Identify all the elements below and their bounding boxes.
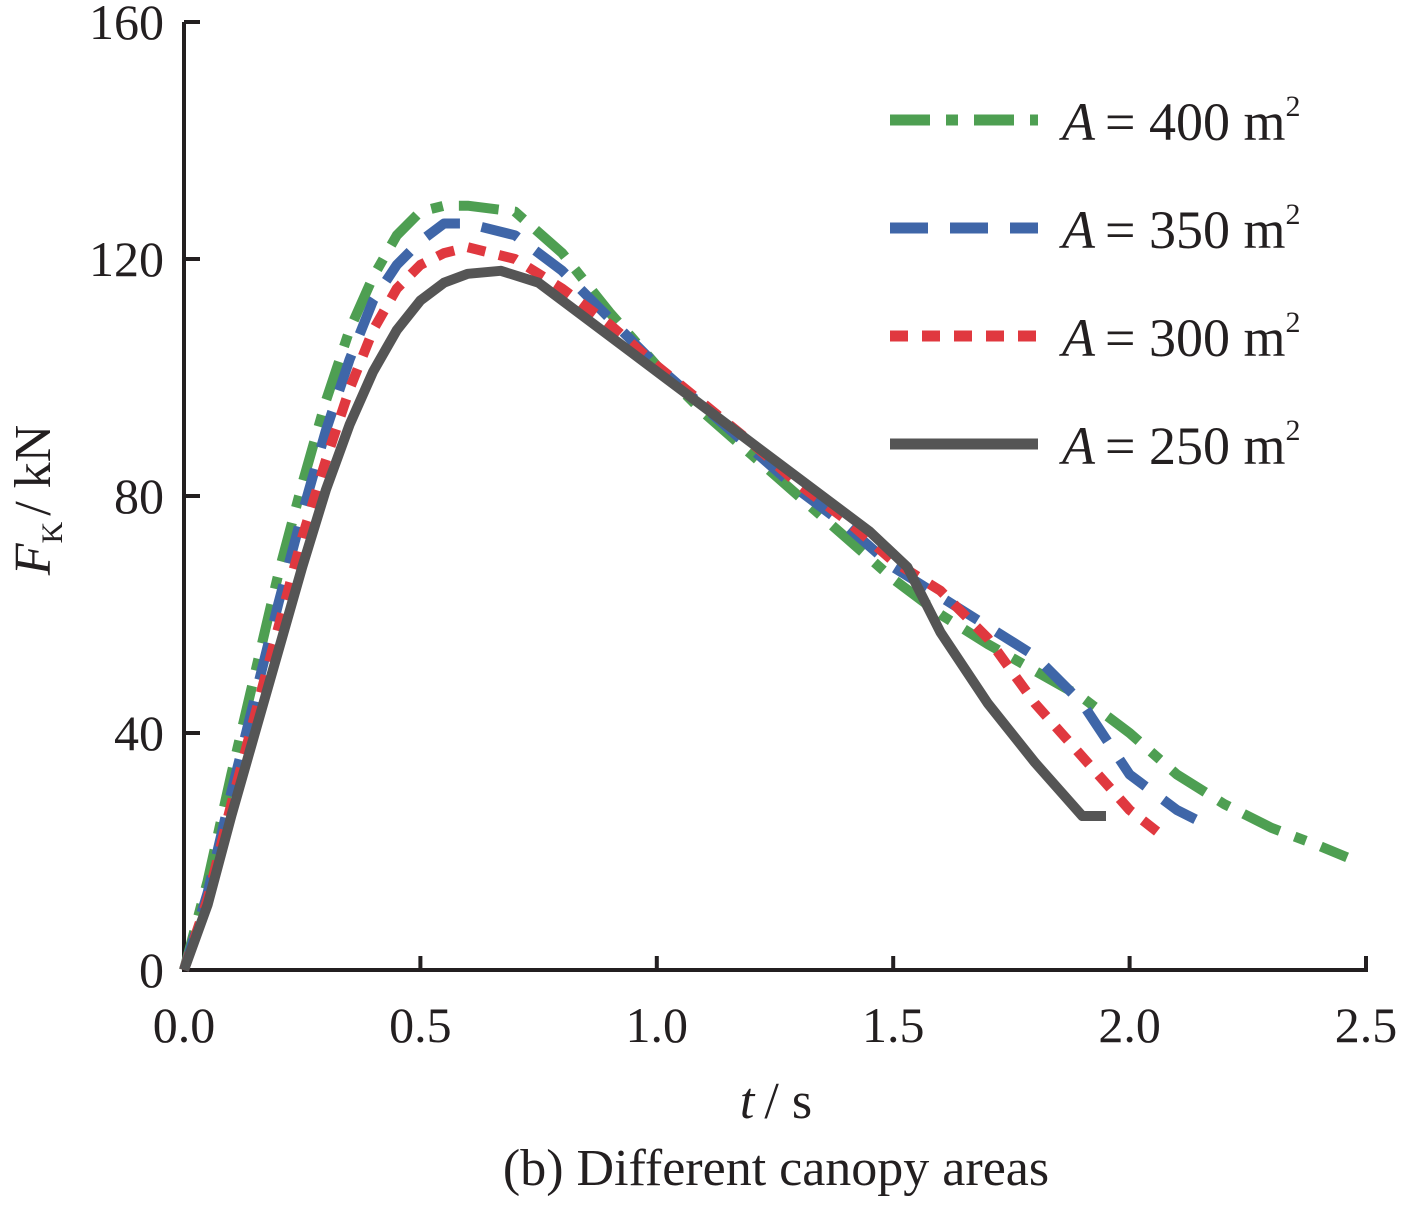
x-tick-label: 2.5: [1335, 997, 1398, 1053]
x-axis-label: t / s: [740, 1073, 812, 1130]
legend-eq: = 250 m: [1105, 416, 1285, 476]
legend-sup: 2: [1285, 414, 1300, 447]
legend-label: A = 250 m2: [1059, 414, 1300, 476]
y-axis-sub: K: [36, 521, 69, 543]
legend: A = 400 m2A = 350 m2A = 300 m2A = 250 m2: [890, 90, 1300, 476]
y-axis-unit: / kN: [5, 425, 62, 516]
y-tick-label: 40: [114, 705, 164, 761]
x-tick-label: 1.5: [862, 997, 925, 1053]
legend-var: A: [1059, 200, 1096, 260]
y-tick-label: 160: [89, 0, 164, 50]
legend-sup: 2: [1285, 306, 1300, 339]
legend-var: A: [1059, 416, 1096, 476]
y-tick-label: 120: [89, 231, 164, 287]
x-axis-unit: / s: [764, 1073, 812, 1130]
x-tick-label: 2.0: [1098, 997, 1161, 1053]
legend-sup: 2: [1285, 90, 1300, 123]
series-group: [179, 200, 1350, 972]
series-line-4: [179, 265, 1106, 972]
legend-eq: = 350 m: [1105, 200, 1285, 260]
y-axis-var: F: [5, 542, 62, 576]
y-axis-label: FK / kN: [5, 425, 69, 576]
x-tick-label: 0.5: [389, 997, 452, 1053]
y-tick-label: 0: [139, 942, 164, 998]
y-tick-label: 80: [114, 468, 164, 524]
x-tick-label: 0.0: [153, 997, 216, 1053]
legend-eq: = 300 m: [1105, 308, 1285, 368]
series-line-3: [179, 242, 1171, 972]
series-line-2: [179, 218, 1203, 972]
y-ticks: 0 40 80 120 160: [89, 0, 200, 998]
legend-var: A: [1059, 92, 1096, 152]
legend-label: A = 350 m2: [1059, 198, 1300, 260]
x-tick-label: 1.0: [626, 997, 689, 1053]
legend-var: A: [1059, 308, 1096, 368]
legend-label: A = 400 m2: [1059, 90, 1300, 152]
x-ticks: 0.0 0.5 1.0 1.5 2.0 2.5: [153, 956, 1398, 1053]
legend-sup: 2: [1285, 198, 1300, 231]
x-axis-var: t: [740, 1073, 756, 1130]
legend-eq: = 400 m: [1105, 92, 1285, 152]
legend-label: A = 300 m2: [1059, 306, 1300, 368]
figure-caption: (b) Different canopy areas: [503, 1140, 1049, 1197]
